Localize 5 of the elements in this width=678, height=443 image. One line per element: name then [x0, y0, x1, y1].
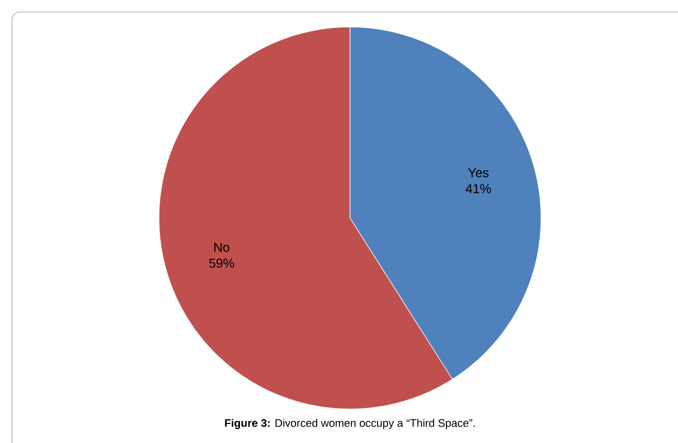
data-label: 59%	[209, 258, 234, 268]
slice-label: Yes	[468, 168, 489, 178]
slice-label: No	[214, 242, 230, 252]
data-label: 41%	[466, 184, 491, 194]
text: Figure 3: Divorced women occupy a “Third Space”.	[225, 418, 475, 430]
